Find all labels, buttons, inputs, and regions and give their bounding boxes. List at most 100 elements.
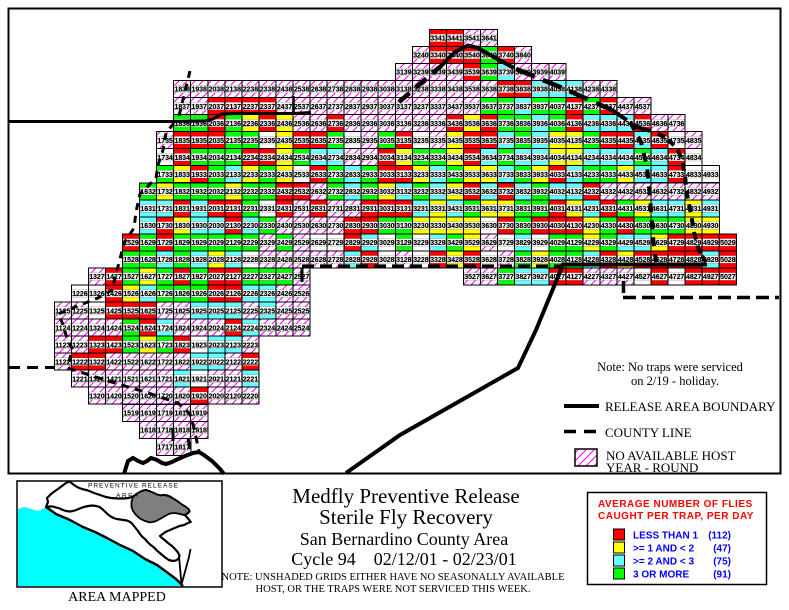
svg-text:(112): (112) (708, 531, 731, 542)
svg-text:2021: 2021 (209, 376, 225, 383)
svg-text:1729: 1729 (157, 240, 173, 247)
svg-text:2022: 2022 (209, 359, 225, 366)
svg-text:1820: 1820 (175, 394, 191, 401)
svg-text:>= 1 AND < 2: >= 1 AND < 2 (633, 544, 694, 555)
svg-text:2031: 2031 (209, 206, 225, 213)
svg-text:1626: 1626 (140, 291, 156, 298)
svg-text:2834: 2834 (345, 155, 361, 162)
svg-text:1529: 1529 (123, 240, 139, 247)
svg-text:1828: 1828 (175, 257, 191, 264)
svg-text:2124: 2124 (226, 325, 242, 332)
svg-text:1834: 1834 (175, 155, 191, 162)
svg-text:NO AVAILABLE HOST: NO AVAILABLE HOST (606, 448, 736, 463)
svg-text:1423: 1423 (106, 342, 122, 349)
svg-text:2430: 2430 (277, 223, 293, 230)
svg-text:2938: 2938 (362, 87, 378, 94)
svg-text:2230: 2230 (243, 223, 259, 230)
svg-text:3132: 3132 (396, 189, 412, 196)
svg-text:3838: 3838 (516, 87, 532, 94)
svg-text:4635: 4635 (652, 138, 668, 145)
svg-text:1927: 1927 (192, 274, 208, 281)
svg-text:2028: 2028 (209, 257, 225, 264)
svg-text:3732: 3732 (498, 189, 514, 196)
svg-text:4031: 4031 (550, 206, 566, 213)
svg-text:3330: 3330 (430, 223, 446, 230)
svg-text:2324: 2324 (260, 325, 276, 332)
svg-text:2436: 2436 (277, 121, 293, 128)
svg-text:4236: 4236 (584, 121, 600, 128)
svg-text:Medfly Preventive Release: Medfly Preventive Release (292, 484, 519, 508)
svg-text:3729: 3729 (498, 240, 514, 247)
svg-text:1525: 1525 (123, 308, 139, 315)
svg-text:2024: 2024 (209, 325, 225, 332)
svg-text:(75): (75) (713, 557, 731, 568)
svg-text:1826: 1826 (175, 291, 191, 298)
svg-text:4932: 4932 (703, 189, 719, 196)
svg-text:3434: 3434 (447, 155, 463, 162)
svg-text:3432: 3432 (447, 189, 463, 196)
svg-text:1735: 1735 (157, 138, 173, 145)
svg-text:2435: 2435 (277, 138, 293, 145)
svg-text:4537: 4537 (635, 104, 651, 111)
svg-text:4429: 4429 (618, 240, 634, 247)
svg-text:1629: 1629 (140, 240, 156, 247)
svg-text:3533: 3533 (464, 172, 480, 179)
svg-text:4628: 4628 (652, 257, 668, 264)
svg-text:1325: 1325 (89, 308, 105, 315)
svg-text:1324: 1324 (89, 325, 105, 332)
svg-text:1222: 1222 (72, 359, 88, 366)
svg-text:2738: 2738 (328, 87, 344, 94)
svg-text:4729: 4729 (669, 240, 685, 247)
svg-text:2831: 2831 (345, 206, 361, 213)
svg-text:4735: 4735 (669, 138, 685, 145)
svg-text:4035: 4035 (550, 138, 566, 145)
svg-text:3328: 3328 (430, 257, 446, 264)
svg-text:3134: 3134 (396, 155, 412, 162)
svg-text:3529: 3529 (464, 240, 480, 247)
svg-text:4334: 4334 (601, 155, 617, 162)
svg-text:3541: 3541 (464, 36, 480, 43)
svg-text:2829: 2829 (345, 240, 361, 247)
svg-text:1926: 1926 (192, 291, 208, 298)
svg-text:2220: 2220 (243, 394, 259, 401)
svg-text:2637: 2637 (311, 104, 327, 111)
svg-text:2525: 2525 (294, 308, 310, 315)
svg-text:2328: 2328 (260, 257, 276, 264)
svg-text:1935: 1935 (192, 138, 208, 145)
svg-text:2036: 2036 (209, 121, 225, 128)
svg-text:3935: 3935 (533, 138, 549, 145)
svg-text:1938: 1938 (192, 87, 208, 94)
svg-text:3537: 3537 (464, 104, 480, 111)
svg-text:2128: 2128 (226, 257, 242, 264)
svg-text:3038: 3038 (379, 87, 395, 94)
svg-text:3936: 3936 (533, 121, 549, 128)
svg-text:2933: 2933 (362, 172, 378, 179)
svg-text:1835: 1835 (175, 138, 191, 145)
svg-text:1619: 1619 (140, 411, 156, 418)
svg-text:3740: 3740 (498, 53, 514, 60)
svg-text:4728: 4728 (669, 257, 685, 264)
svg-text:2427: 2427 (277, 274, 293, 281)
svg-text:4133: 4133 (567, 172, 583, 179)
svg-text:1124: 1124 (55, 325, 70, 332)
svg-text:2936: 2936 (362, 121, 378, 128)
svg-text:2337: 2337 (260, 104, 276, 111)
svg-text:1520: 1520 (123, 394, 139, 401)
svg-text:1422: 1422 (106, 359, 122, 366)
svg-text:2136: 2136 (226, 121, 242, 128)
svg-text:4034: 4034 (550, 155, 566, 162)
svg-text:5029: 5029 (720, 240, 736, 247)
svg-text:3440: 3440 (447, 53, 463, 60)
svg-text:3629: 3629 (481, 240, 497, 247)
svg-text:2131: 2131 (226, 206, 242, 213)
svg-text:3429: 3429 (447, 240, 463, 247)
svg-text:CAUGHT PER TRAP, PER DAY: CAUGHT PER TRAP, PER DAY (598, 511, 754, 522)
svg-text:1825: 1825 (175, 308, 191, 315)
svg-text:1223: 1223 (72, 342, 88, 349)
svg-text:Sterile Fly Recovery: Sterile Fly Recovery (319, 505, 493, 529)
svg-text:2023: 2023 (209, 342, 225, 349)
svg-text:1321: 1321 (89, 376, 105, 383)
svg-text:3034: 3034 (379, 155, 395, 162)
svg-text:2828: 2828 (345, 257, 361, 264)
svg-text:2737: 2737 (328, 104, 344, 111)
